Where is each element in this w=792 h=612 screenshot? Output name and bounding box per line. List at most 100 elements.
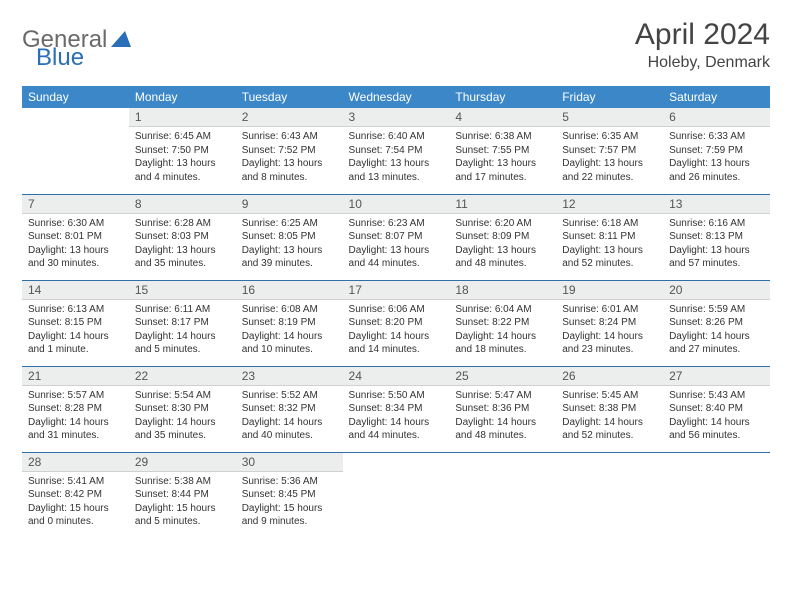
daylight-text-2: and 44 minutes.: [349, 257, 444, 271]
daylight-text-1: Daylight: 14 hours: [135, 416, 230, 430]
calendar-day-cell: 21Sunrise: 5:57 AMSunset: 8:28 PMDayligh…: [22, 366, 129, 452]
calendar-day-cell: 27Sunrise: 5:43 AMSunset: 8:40 PMDayligh…: [663, 366, 770, 452]
sunrise-text: Sunrise: 6:43 AM: [242, 130, 337, 144]
sunset-text: Sunset: 8:45 PM: [242, 488, 337, 502]
day-sun-info: Sunrise: 6:35 AMSunset: 7:57 PMDaylight:…: [556, 127, 663, 190]
day-number: 5: [556, 108, 663, 127]
calendar-day-cell: 17Sunrise: 6:06 AMSunset: 8:20 PMDayligh…: [343, 280, 450, 366]
daylight-text-1: Daylight: 14 hours: [349, 330, 444, 344]
logo-triangle-icon: [111, 29, 131, 52]
day-number: 8: [129, 195, 236, 214]
day-number: 1: [129, 108, 236, 127]
daylight-text-2: and 17 minutes.: [455, 171, 550, 185]
sunrise-text: Sunrise: 6:38 AM: [455, 130, 550, 144]
daylight-text-2: and 31 minutes.: [28, 429, 123, 443]
day-sun-info: Sunrise: 6:40 AMSunset: 7:54 PMDaylight:…: [343, 127, 450, 190]
calendar-day-cell: 12Sunrise: 6:18 AMSunset: 8:11 PMDayligh…: [556, 194, 663, 280]
daylight-text-1: Daylight: 14 hours: [669, 330, 764, 344]
day-number: 24: [343, 367, 450, 386]
day-number: 10: [343, 195, 450, 214]
calendar-week-row: 7Sunrise: 6:30 AMSunset: 8:01 PMDaylight…: [22, 194, 770, 280]
sunrise-text: Sunrise: 5:47 AM: [455, 389, 550, 403]
day-sun-info: Sunrise: 5:54 AMSunset: 8:30 PMDaylight:…: [129, 386, 236, 449]
daylight-text-2: and 18 minutes.: [455, 343, 550, 357]
daylight-text-2: and 23 minutes.: [562, 343, 657, 357]
calendar-body: 1Sunrise: 6:45 AMSunset: 7:50 PMDaylight…: [22, 108, 770, 538]
calendar-day-cell: 10Sunrise: 6:23 AMSunset: 8:07 PMDayligh…: [343, 194, 450, 280]
daylight-text-2: and 57 minutes.: [669, 257, 764, 271]
calendar-day-cell: 23Sunrise: 5:52 AMSunset: 8:32 PMDayligh…: [236, 366, 343, 452]
daylight-text-1: Daylight: 13 hours: [562, 157, 657, 171]
daylight-text-2: and 35 minutes.: [135, 429, 230, 443]
daylight-text-2: and 0 minutes.: [28, 515, 123, 529]
daylight-text-1: Daylight: 13 hours: [242, 244, 337, 258]
daylight-text-1: Daylight: 13 hours: [349, 157, 444, 171]
day-sun-info: Sunrise: 5:57 AMSunset: 8:28 PMDaylight:…: [22, 386, 129, 449]
day-sun-info: Sunrise: 6:08 AMSunset: 8:19 PMDaylight:…: [236, 300, 343, 363]
daylight-text-1: Daylight: 15 hours: [135, 502, 230, 516]
calendar-day-cell: 19Sunrise: 6:01 AMSunset: 8:24 PMDayligh…: [556, 280, 663, 366]
sunset-text: Sunset: 8:40 PM: [669, 402, 764, 416]
day-sun-info: Sunrise: 6:43 AMSunset: 7:52 PMDaylight:…: [236, 127, 343, 190]
sunset-text: Sunset: 7:55 PM: [455, 144, 550, 158]
calendar-day-cell: [449, 452, 556, 538]
day-sun-info: Sunrise: 6:30 AMSunset: 8:01 PMDaylight:…: [22, 214, 129, 277]
sunset-text: Sunset: 8:44 PM: [135, 488, 230, 502]
day-number: 3: [343, 108, 450, 127]
sunrise-text: Sunrise: 6:04 AM: [455, 303, 550, 317]
sunrise-text: Sunrise: 5:43 AM: [669, 389, 764, 403]
sunrise-text: Sunrise: 6:23 AM: [349, 217, 444, 231]
sunset-text: Sunset: 8:32 PM: [242, 402, 337, 416]
sunrise-text: Sunrise: 5:41 AM: [28, 475, 123, 489]
daylight-text-1: Daylight: 14 hours: [28, 330, 123, 344]
daylight-text-1: Daylight: 14 hours: [242, 416, 337, 430]
logo-blue-line: Blue: [36, 44, 84, 72]
daylight-text-2: and 48 minutes.: [455, 429, 550, 443]
daylight-text-2: and 14 minutes.: [349, 343, 444, 357]
sunrise-text: Sunrise: 6:11 AM: [135, 303, 230, 317]
daylight-text-2: and 9 minutes.: [242, 515, 337, 529]
calendar-table: Sunday Monday Tuesday Wednesday Thursday…: [22, 86, 770, 538]
daylight-text-2: and 5 minutes.: [135, 343, 230, 357]
day-sun-info: Sunrise: 5:38 AMSunset: 8:44 PMDaylight:…: [129, 472, 236, 535]
calendar-day-cell: 13Sunrise: 6:16 AMSunset: 8:13 PMDayligh…: [663, 194, 770, 280]
sunset-text: Sunset: 8:30 PM: [135, 402, 230, 416]
sunset-text: Sunset: 8:07 PM: [349, 230, 444, 244]
sunset-text: Sunset: 8:28 PM: [28, 402, 123, 416]
sunrise-text: Sunrise: 5:36 AM: [242, 475, 337, 489]
day-sun-info: Sunrise: 5:45 AMSunset: 8:38 PMDaylight:…: [556, 386, 663, 449]
sunrise-text: Sunrise: 6:01 AM: [562, 303, 657, 317]
daylight-text-2: and 27 minutes.: [669, 343, 764, 357]
sunset-text: Sunset: 7:57 PM: [562, 144, 657, 158]
calendar-day-cell: 28Sunrise: 5:41 AMSunset: 8:42 PMDayligh…: [22, 452, 129, 538]
calendar-day-cell: 25Sunrise: 5:47 AMSunset: 8:36 PMDayligh…: [449, 366, 556, 452]
calendar-week-row: 1Sunrise: 6:45 AMSunset: 7:50 PMDaylight…: [22, 108, 770, 194]
sunset-text: Sunset: 7:54 PM: [349, 144, 444, 158]
day-sun-info: Sunrise: 6:01 AMSunset: 8:24 PMDaylight:…: [556, 300, 663, 363]
sunset-text: Sunset: 8:17 PM: [135, 316, 230, 330]
daylight-text-2: and 13 minutes.: [349, 171, 444, 185]
day-number: 22: [129, 367, 236, 386]
day-number: 18: [449, 281, 556, 300]
calendar-day-cell: 26Sunrise: 5:45 AMSunset: 8:38 PMDayligh…: [556, 366, 663, 452]
calendar-day-cell: 22Sunrise: 5:54 AMSunset: 8:30 PMDayligh…: [129, 366, 236, 452]
weekday-header: Saturday: [663, 86, 770, 108]
day-sun-info: Sunrise: 5:47 AMSunset: 8:36 PMDaylight:…: [449, 386, 556, 449]
day-sun-info: Sunrise: 6:13 AMSunset: 8:15 PMDaylight:…: [22, 300, 129, 363]
day-number: 15: [129, 281, 236, 300]
title-block: April 2024 Holeby, Denmark: [635, 18, 770, 72]
day-number: 23: [236, 367, 343, 386]
sunrise-text: Sunrise: 5:54 AM: [135, 389, 230, 403]
day-sun-info: Sunrise: 6:04 AMSunset: 8:22 PMDaylight:…: [449, 300, 556, 363]
sunrise-text: Sunrise: 6:28 AM: [135, 217, 230, 231]
calendar-day-cell: 9Sunrise: 6:25 AMSunset: 8:05 PMDaylight…: [236, 194, 343, 280]
calendar-day-cell: 2Sunrise: 6:43 AMSunset: 7:52 PMDaylight…: [236, 108, 343, 194]
calendar-day-cell: 7Sunrise: 6:30 AMSunset: 8:01 PMDaylight…: [22, 194, 129, 280]
calendar-week-row: 14Sunrise: 6:13 AMSunset: 8:15 PMDayligh…: [22, 280, 770, 366]
daylight-text-2: and 52 minutes.: [562, 429, 657, 443]
day-number: 27: [663, 367, 770, 386]
sunrise-text: Sunrise: 5:50 AM: [349, 389, 444, 403]
day-sun-info: Sunrise: 6:18 AMSunset: 8:11 PMDaylight:…: [556, 214, 663, 277]
daylight-text-2: and 52 minutes.: [562, 257, 657, 271]
day-sun-info: Sunrise: 6:23 AMSunset: 8:07 PMDaylight:…: [343, 214, 450, 277]
